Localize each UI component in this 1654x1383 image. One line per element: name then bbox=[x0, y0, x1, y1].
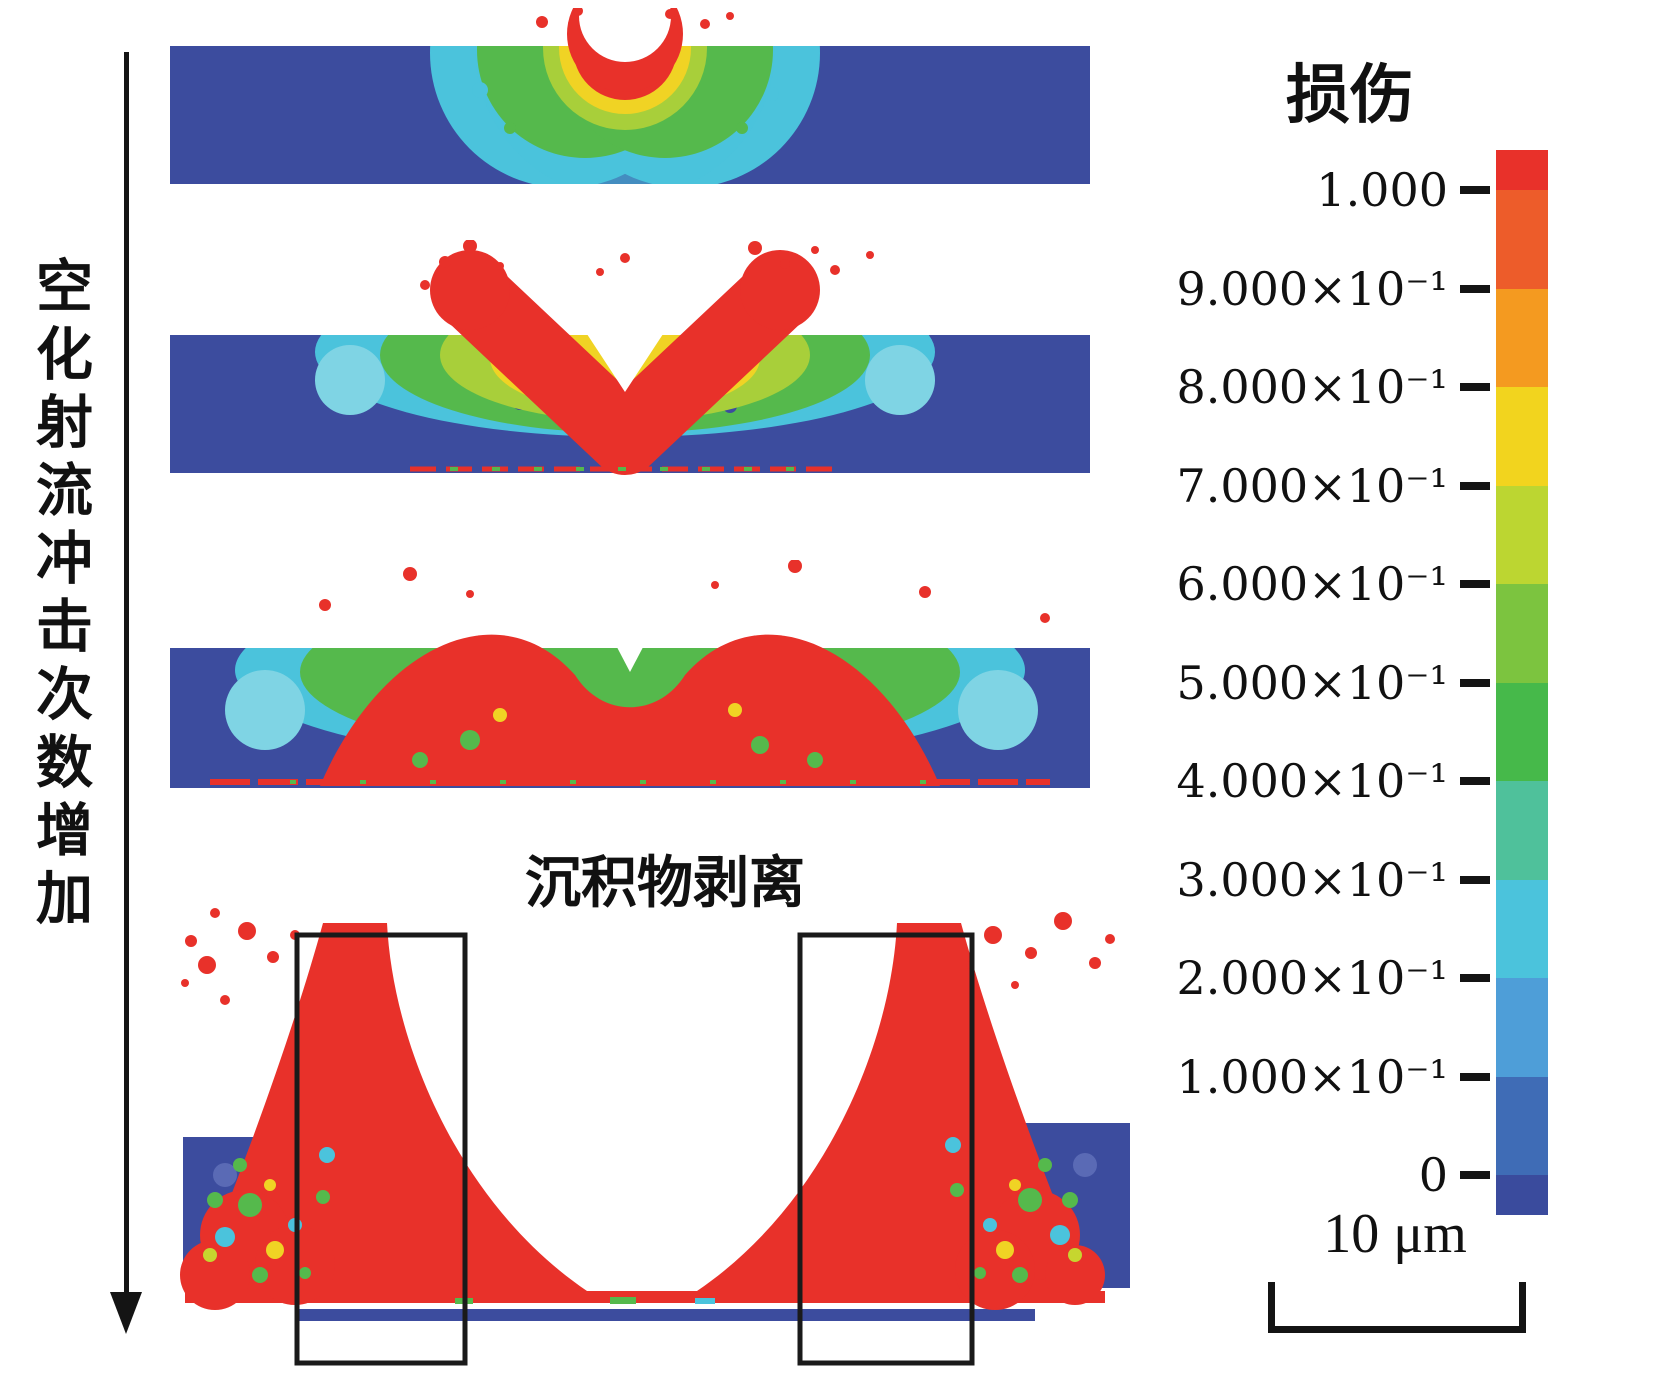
colorbar-tick-mark bbox=[1460, 383, 1490, 391]
stage-2-plot bbox=[170, 240, 1090, 475]
colorbar-segment bbox=[1496, 978, 1548, 1077]
colorbar-segment bbox=[1496, 150, 1548, 190]
colorbar-segment bbox=[1496, 1076, 1548, 1175]
spray-specks bbox=[536, 8, 734, 29]
colorbar-tick-label: 7.000×10⁻¹ bbox=[1176, 458, 1449, 513]
colorbar-tick-mark bbox=[1460, 974, 1490, 982]
stage-3-plot bbox=[170, 560, 1090, 788]
colorbar-tick-label: 9.000×10⁻¹ bbox=[1176, 261, 1449, 316]
colorbar-segment bbox=[1496, 781, 1548, 880]
colorbar-ticks: 1.000 9.000×10⁻¹ 8.000×10⁻¹ 7.000×10⁻¹ 6.000… bbox=[1150, 150, 1490, 1215]
sequence-arrow-line bbox=[124, 52, 129, 1295]
colorbar-tick-mark bbox=[1460, 580, 1490, 588]
scale-bar-bracket bbox=[1268, 1282, 1526, 1333]
colorbar-segment bbox=[1496, 584, 1548, 683]
left-plume bbox=[193, 923, 587, 1291]
colorbar-tick: 5.000×10⁻¹ bbox=[1150, 656, 1490, 710]
colorbar-segment bbox=[1496, 1175, 1548, 1215]
substrate-strip bbox=[295, 1309, 1035, 1321]
spray-specks bbox=[319, 560, 1050, 623]
colorbar-tick-label: 1.000×10⁻¹ bbox=[1176, 1049, 1449, 1104]
jet-channel bbox=[571, 560, 689, 672]
highlight-box-left bbox=[294, 932, 468, 1366]
colorbar-tick-label: 1.000 bbox=[1316, 163, 1448, 217]
colorbar-segment bbox=[1496, 879, 1548, 978]
scale-bar-label: 10 μm bbox=[1323, 1203, 1467, 1265]
colorbar-tick: 1.000×10⁻¹ bbox=[1150, 1050, 1490, 1104]
eroded-cup bbox=[579, 8, 671, 62]
colorbar-tick-mark bbox=[1460, 284, 1490, 293]
right-plume bbox=[697, 923, 1091, 1291]
stage-4-plot bbox=[180, 908, 1130, 1366]
colorbar-tick-mark bbox=[1460, 678, 1490, 687]
colorbar-tick-mark bbox=[1460, 186, 1490, 194]
highlight-box-right bbox=[797, 932, 975, 1366]
colorbar-tick-label: 4.000×10⁻¹ bbox=[1176, 754, 1449, 808]
sequence-arrow-head-icon bbox=[110, 1292, 142, 1334]
deposit-peel-annotation: 沉积物剥离 bbox=[525, 853, 805, 915]
colorbar-tick: 6.000×10⁻¹ bbox=[1150, 557, 1490, 611]
sequence-axis-label: 空化射流冲击次数增加 bbox=[27, 256, 91, 936]
colorbar-tick-mark bbox=[1460, 875, 1490, 884]
colorbar-segment bbox=[1496, 288, 1548, 387]
mixed-speckles bbox=[412, 703, 823, 768]
colorbar-segment bbox=[1496, 387, 1548, 486]
plume-bulges bbox=[180, 1190, 1105, 1310]
colorbar-tick: 3.000×10⁻¹ bbox=[1150, 853, 1490, 907]
colorbar-tick-label: 0 bbox=[1418, 1148, 1448, 1202]
colorbar-tick: 9.000×10⁻¹ bbox=[1150, 262, 1490, 316]
colorbar-segment bbox=[1496, 190, 1548, 289]
colorbar-title: 损伤 bbox=[1286, 60, 1414, 131]
stage-1-plot bbox=[170, 8, 1090, 184]
colorbar-tick-mark bbox=[1460, 1171, 1490, 1179]
colorbar-tick: 4.000×10⁻¹ bbox=[1150, 754, 1490, 808]
colorbar-tick-label: 8.000×10⁻¹ bbox=[1176, 360, 1449, 414]
colorbar-tick-label: 5.000×10⁻¹ bbox=[1176, 655, 1449, 710]
colorbar-tick: 8.000×10⁻¹ bbox=[1150, 360, 1490, 414]
jet-channel bbox=[525, 240, 725, 392]
colorbar-segment bbox=[1496, 682, 1548, 781]
crater-liner bbox=[185, 1291, 1105, 1303]
colorbar-tick-mark bbox=[1460, 1072, 1490, 1081]
damage-v-band bbox=[433, 255, 817, 475]
colorbar-segment bbox=[1496, 485, 1548, 584]
colorbar-tick-label: 6.000×10⁻¹ bbox=[1176, 557, 1449, 611]
colorbar-tick-label: 3.000×10⁻¹ bbox=[1176, 852, 1449, 907]
colorbar-tick: 0 bbox=[1150, 1148, 1490, 1202]
colorbar-tick: 2.000×10⁻¹ bbox=[1150, 951, 1490, 1005]
colorbar-tick-mark bbox=[1460, 777, 1490, 785]
spray-specks bbox=[420, 240, 874, 290]
colorbar-tick: 7.000×10⁻¹ bbox=[1150, 459, 1490, 513]
colorbar-tick: 1.000 bbox=[1150, 163, 1490, 217]
colorbar-tick-label: 2.000×10⁻¹ bbox=[1176, 951, 1449, 1005]
mixed-speckles bbox=[203, 1137, 1082, 1304]
colorbar-tick-mark bbox=[1460, 481, 1490, 490]
colorbar-gradient bbox=[1496, 150, 1548, 1215]
